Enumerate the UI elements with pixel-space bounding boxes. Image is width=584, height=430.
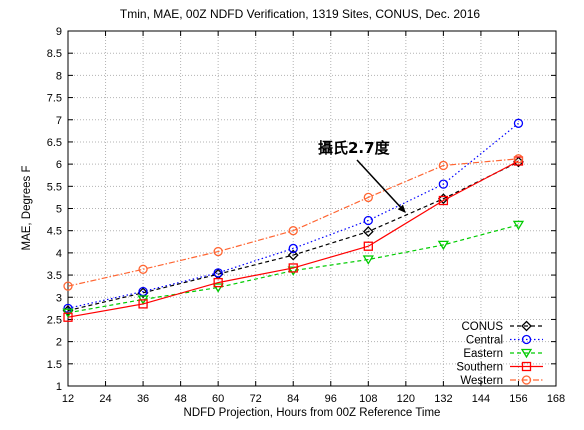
series-central	[63, 118, 524, 313]
data-point-conus	[287, 249, 299, 261]
series-group	[62, 118, 525, 322]
data-point-central	[363, 215, 373, 226]
series-line-southern	[67, 160, 519, 318]
annotation: 攝氏2.7度	[318, 139, 406, 213]
data-point-western	[63, 281, 73, 291]
data-point-western	[438, 160, 449, 171]
legend-marker	[521, 320, 532, 332]
legend-marker	[521, 334, 532, 345]
data-point-southern	[438, 195, 449, 206]
x-axis-title: NDFD Projection, Hours from 00Z Referenc…	[184, 407, 441, 419]
data-point-conus	[362, 226, 374, 237]
y-tick-label: 9	[56, 26, 62, 38]
grid	[68, 31, 556, 386]
data-point-central	[438, 179, 449, 189]
data-point-southern	[363, 241, 373, 251]
x-tick-label: 12	[62, 393, 74, 405]
y-tick-label: 6.5	[47, 137, 62, 149]
data-point-central	[288, 243, 298, 254]
x-tick-label: 72	[250, 393, 262, 405]
data-point-eastern	[287, 266, 299, 276]
data-point-conus	[437, 193, 449, 205]
series-conus	[62, 156, 524, 316]
legend-entry-southern: Southern	[456, 362, 543, 374]
legend-label: Central	[466, 335, 503, 347]
data-point-conus	[137, 287, 149, 299]
series-western	[63, 154, 524, 291]
x-tick-label: 24	[99, 393, 111, 405]
series-line-conus	[67, 161, 519, 312]
data-point-eastern	[362, 255, 374, 265]
x-tick-label: 84	[287, 393, 299, 405]
series-southern	[63, 156, 524, 322]
y-tick-label: 3	[56, 292, 62, 304]
x-tick-label: 132	[434, 393, 452, 405]
annotation-label: 攝氏2.7度	[318, 139, 391, 157]
data-point-conus	[513, 156, 524, 168]
y-tick-label: 2.5	[47, 314, 62, 326]
legend-label: Western	[460, 375, 503, 387]
legend-entry-central: Central	[466, 335, 543, 347]
y-tick-label: 4.5	[47, 226, 62, 238]
data-point-southern	[288, 263, 298, 273]
x-tick-label: 156	[509, 393, 527, 405]
data-point-western	[213, 246, 223, 257]
y-tick-label: 8	[56, 70, 62, 82]
y-tick-label: 1	[56, 381, 62, 393]
x-tick-label: 108	[359, 393, 377, 405]
chart-title: Tmin, MAE, 00Z NDFD Verification, 1319 S…	[120, 7, 480, 21]
legend-label: CONUS	[461, 321, 503, 333]
data-point-eastern	[512, 220, 525, 231]
x-tick-label: 120	[397, 393, 415, 405]
data-point-central	[513, 118, 524, 128]
annotation-arrow	[356, 159, 403, 210]
legend-entry-conus: CONUS	[461, 320, 543, 333]
y-tick-label: 8.5	[47, 48, 62, 60]
series-line-eastern	[67, 224, 519, 314]
y-axis-title: MAE, Degrees F	[21, 166, 33, 251]
legend-entry-western: Western	[460, 375, 543, 387]
legend-marker	[521, 361, 532, 372]
y-tick-label: 7	[56, 115, 62, 127]
data-point-western	[363, 192, 373, 203]
annotation-arrowhead	[397, 204, 406, 213]
data-point-western	[513, 154, 524, 164]
x-tick-label: 48	[174, 393, 186, 405]
legend-marker	[521, 375, 532, 385]
data-point-central	[213, 268, 223, 278]
legend-entry-eastern: Eastern	[463, 348, 543, 360]
y-tick-label: 1.5	[47, 359, 62, 371]
data-point-western	[138, 264, 148, 274]
y-tick-label: 5.5	[47, 181, 62, 193]
y-tick-label: 5	[56, 204, 62, 216]
x-tick-label: 96	[325, 393, 337, 405]
data-point-southern	[63, 312, 73, 322]
data-point-eastern	[212, 283, 224, 293]
axis-ticks: 12 24 36 48 60 72 84 96 108 120 132 144 156 16811.522…	[47, 26, 565, 405]
data-point-southern	[138, 299, 148, 309]
y-tick-label: 2	[56, 337, 62, 349]
x-tick-label: 168	[547, 393, 565, 405]
legend-label: Eastern	[463, 348, 503, 360]
y-tick-label: 4	[56, 248, 62, 260]
x-tick-label: 36	[137, 393, 149, 405]
y-tick-label: 6	[56, 159, 62, 171]
data-point-eastern	[437, 240, 450, 251]
series-line-western	[67, 158, 519, 287]
x-tick-label: 144	[472, 393, 490, 405]
data-point-western	[288, 226, 298, 236]
legend-label: Southern	[456, 362, 503, 374]
legend-marker	[520, 348, 533, 359]
y-tick-label: 3.5	[47, 270, 62, 282]
data-point-southern	[213, 277, 223, 288]
y-tick-label: 7.5	[47, 93, 62, 105]
x-tick-label: 60	[212, 393, 224, 405]
series-line-central	[67, 122, 519, 309]
